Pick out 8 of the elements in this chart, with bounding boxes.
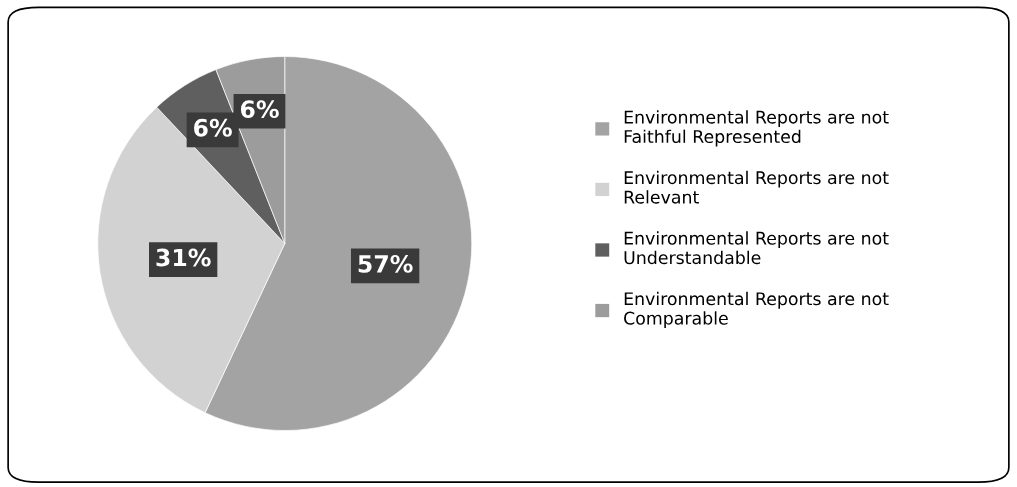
data-label: 31%: [156, 248, 211, 267]
data-label: 57%: [358, 254, 413, 273]
legend-label: Environmental Reports are not Comparable: [624, 291, 889, 329]
legend-label: Environmental Reports are not Relevant: [624, 170, 889, 204]
data-label: 6%: [194, 118, 232, 137]
legend-label: Environmental Reports are not Understandable: [624, 231, 889, 265]
data-label: 6%: [240, 100, 279, 119]
legend-label: Environmental Reports are not Faithful Represented: [624, 110, 889, 147]
